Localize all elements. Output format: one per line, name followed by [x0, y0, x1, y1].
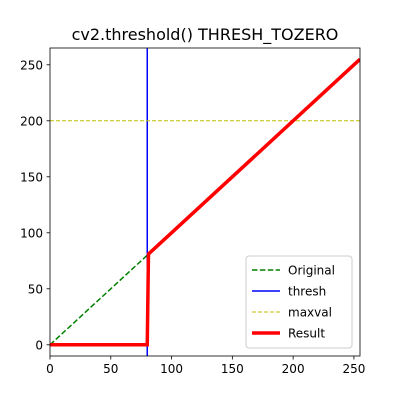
series-line-original — [50, 254, 148, 346]
legend-box — [245, 255, 353, 349]
legend: Original thresh maxval Result — [245, 255, 353, 349]
axes-frame — [49, 47, 361, 357]
y-tick-label: 150 — [20, 170, 43, 184]
legend-label-result: Result — [288, 327, 325, 341]
legend-label-maxval: maxval — [288, 306, 332, 320]
plot-area — [50, 48, 360, 356]
x-tick-label: 0 — [46, 362, 54, 376]
x-tick-label: 150 — [221, 362, 244, 376]
y-tick-label: 100 — [20, 226, 43, 240]
x-tick-label: 200 — [282, 362, 305, 376]
x-tick-label: 50 — [103, 362, 118, 376]
y-tick-label: 250 — [20, 58, 43, 72]
y-tick-label: 50 — [28, 282, 43, 296]
x-tick-label: 100 — [160, 362, 183, 376]
x-tick-label: 250 — [342, 362, 365, 376]
chart-title: cv2.threshold() THRESH_TOZERO — [72, 25, 339, 45]
legend-label-original: Original — [288, 264, 335, 278]
y-tick-label: 0 — [35, 338, 43, 352]
series-line-result — [50, 57, 360, 347]
axes: 0 50 100 150 200 250 0 50 100 150 200 250 — [20, 47, 365, 376]
legend-label-thresh: thresh — [288, 285, 326, 299]
y-tick-label: 200 — [20, 114, 43, 128]
